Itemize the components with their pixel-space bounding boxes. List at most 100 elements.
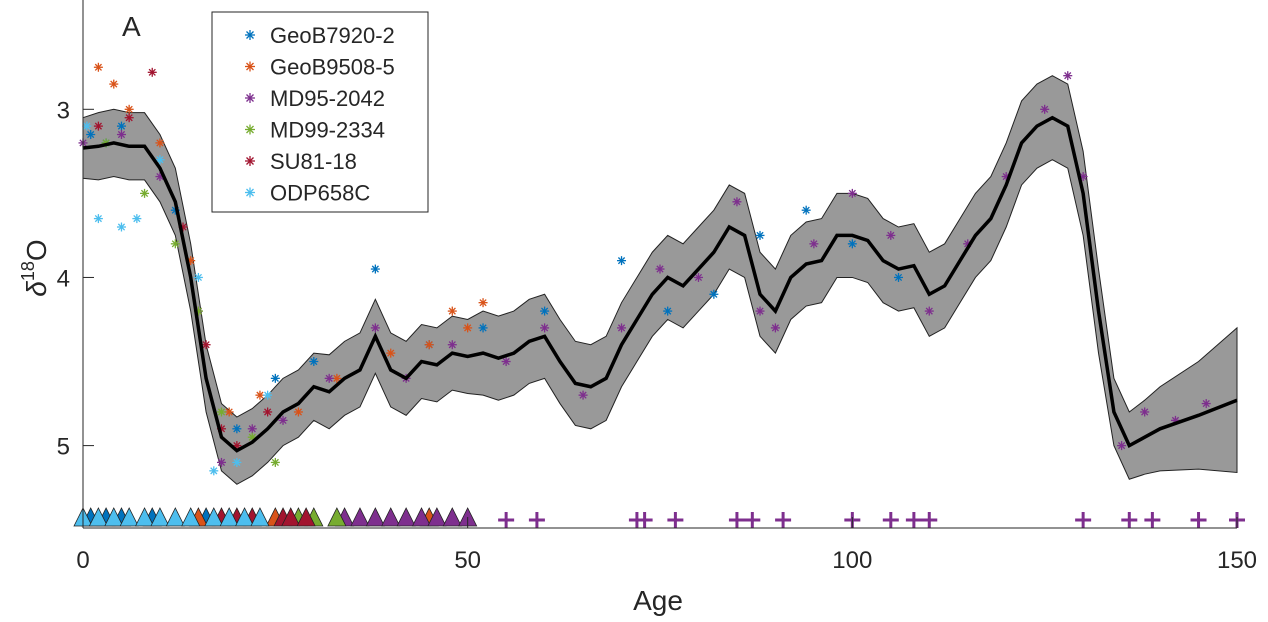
data-point <box>463 323 473 333</box>
data-point <box>1201 399 1211 409</box>
legend: GeoB7920-2 GeoB9508-5 MD95-2042 MD99-2334 SU… <box>211 11 429 213</box>
data-point <box>732 197 742 207</box>
data-point <box>82 121 92 131</box>
x-axis-label: Age <box>633 585 683 616</box>
asterisk-stroke <box>156 139 164 147</box>
data-point <box>247 424 257 434</box>
asterisk-stroke <box>233 458 241 467</box>
asterisk-stroke <box>502 357 510 366</box>
asterisk-stroke <box>264 391 272 399</box>
asterisk-stroke <box>540 307 549 315</box>
tie-point-triangle <box>234 507 255 527</box>
tie-point-triangle <box>442 507 462 527</box>
tie-point-plus <box>744 512 761 528</box>
asterisk-stroke <box>617 324 626 332</box>
asterisk-stroke <box>271 458 279 467</box>
data-point <box>617 323 627 333</box>
asterisk-stroke <box>246 94 254 102</box>
asterisk-stroke <box>1117 441 1126 450</box>
data-point <box>1140 407 1150 417</box>
data-point <box>478 323 488 333</box>
data-point <box>1063 71 1073 81</box>
y-tick-label: 3 <box>57 97 70 124</box>
asterisk-stroke <box>246 62 254 71</box>
tie-point-plus <box>1121 512 1138 528</box>
asterisk-stroke <box>264 408 272 416</box>
tie-point-plus <box>775 512 792 528</box>
tie-point-triangle <box>181 507 201 527</box>
y-axis-label: δ18O <box>18 239 52 296</box>
data-point <box>193 272 203 282</box>
asterisk-stroke <box>217 408 226 416</box>
tie-point-triangle <box>119 507 139 527</box>
legend-label: MD99-2334 <box>270 118 385 143</box>
asterisk-stroke <box>1041 105 1049 113</box>
asterisk-stroke <box>448 341 456 349</box>
data-point <box>370 264 380 274</box>
asterisk-stroke <box>210 467 218 475</box>
data-point <box>147 67 157 77</box>
asterisk-stroke <box>140 189 149 197</box>
asterisk-stroke <box>125 105 133 113</box>
asterisk-stroke <box>1141 408 1149 416</box>
data-point <box>755 306 765 316</box>
data-point <box>116 222 126 232</box>
asterisk-stroke <box>848 240 856 248</box>
uncertainty-band <box>82 75 1238 485</box>
tie-point-plus <box>1190 512 1207 528</box>
tie-point-plus <box>636 512 653 528</box>
asterisk-stroke <box>246 188 254 197</box>
tie-point-triangle <box>250 507 270 527</box>
tie-point-plus <box>882 512 899 528</box>
tie-point-plus <box>498 512 515 528</box>
tie-point-triangle <box>219 507 239 527</box>
asterisk-stroke <box>94 214 102 223</box>
legend-marker <box>245 30 255 40</box>
asterisk-stroke <box>756 231 764 240</box>
data-point <box>209 466 219 476</box>
asterisk-stroke <box>425 341 433 349</box>
asterisk-stroke <box>83 122 91 130</box>
asterisk-stroke <box>110 80 118 88</box>
legend-marker <box>245 61 255 72</box>
asterisk-stroke <box>710 290 718 298</box>
x-tick-label: 0 <box>76 547 89 574</box>
data-point <box>663 306 673 316</box>
asterisk-stroke <box>202 341 210 349</box>
legend-marker <box>245 124 255 135</box>
data-point <box>132 214 142 224</box>
tie-point-plus <box>1075 512 1092 528</box>
asterisk-stroke <box>248 433 256 441</box>
asterisk-stroke <box>117 130 126 139</box>
data-point <box>278 415 288 425</box>
tie-point-triangle <box>134 507 155 527</box>
data-point <box>809 239 819 249</box>
data-point <box>263 390 273 400</box>
asterisk-stroke <box>256 391 264 399</box>
asterisk-stroke <box>887 231 895 240</box>
y-label-part: O <box>21 239 52 261</box>
legend-label: GeoB7920-2 <box>270 23 395 48</box>
tie-point-plus <box>1144 512 1161 528</box>
asterisk-stroke <box>617 257 626 265</box>
data-point <box>847 188 857 198</box>
data-point <box>263 407 273 417</box>
data-point <box>386 348 396 358</box>
asterisk-stroke <box>94 122 102 130</box>
legend-marker <box>245 156 255 166</box>
asterisk-stroke <box>664 307 672 315</box>
data-point <box>370 323 380 333</box>
asterisk-stroke <box>117 223 126 231</box>
panel-label: A <box>122 11 141 42</box>
tie-point-triangle <box>104 507 124 527</box>
asterisk-stroke <box>279 416 287 424</box>
asterisk-stroke <box>94 63 102 71</box>
asterisk-stroke <box>371 265 379 273</box>
data-point <box>232 424 242 434</box>
asterisk-stroke <box>479 299 487 307</box>
mean-line <box>82 115 1238 453</box>
data-point <box>309 357 319 367</box>
data-point <box>93 62 103 72</box>
data-point <box>478 298 488 308</box>
legend-marker <box>245 93 255 103</box>
